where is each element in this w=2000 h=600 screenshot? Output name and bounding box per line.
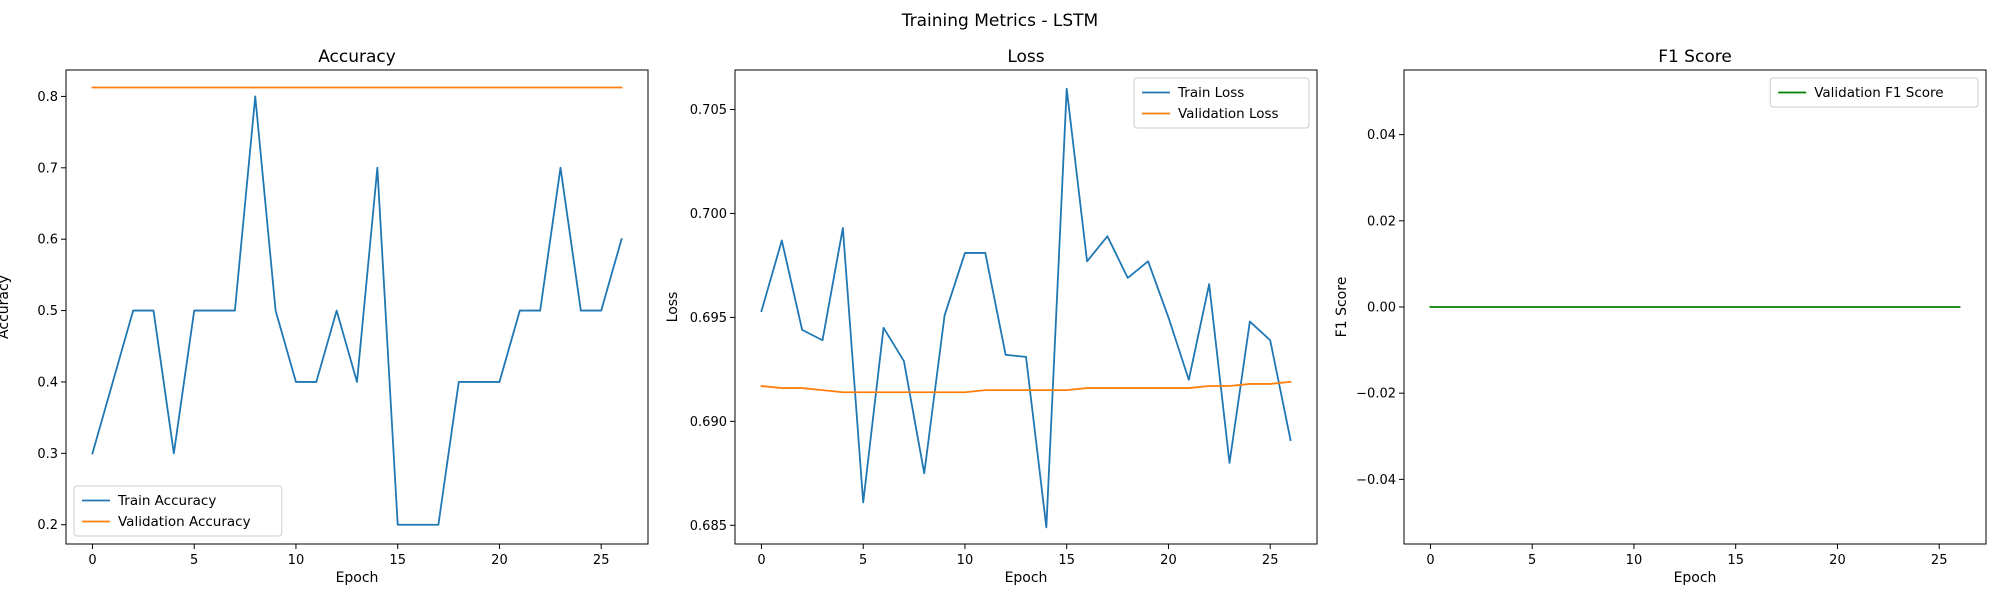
y-tick-label: 0.02: [1367, 214, 1396, 229]
series-line-train-loss: [760, 87, 1292, 529]
legend: Validation F1 Score: [1769, 77, 1979, 108]
legend-box: [1769, 77, 1979, 108]
x-axis-label: Epoch: [1674, 570, 1717, 586]
legend-label: Train Accuracy: [117, 493, 216, 509]
y-tick-label: 0.3: [37, 447, 58, 462]
y-tick-label: 0.2: [37, 518, 58, 533]
x-tick-label: 20: [491, 553, 508, 568]
series-line-train-accuracy: [91, 95, 623, 526]
y-tick-label: 0.695: [690, 311, 727, 326]
x-tick-label: 15: [389, 553, 406, 568]
x-tick-label: 0: [88, 553, 96, 568]
legend-label: Validation F1 Score: [1814, 85, 1943, 101]
chart-title: Loss: [1007, 47, 1044, 67]
legend-label: Validation Accuracy: [118, 514, 251, 530]
legend-box: [1133, 77, 1310, 129]
x-axis-label: Epoch: [336, 570, 379, 586]
x-tick-label: 5: [1528, 553, 1536, 568]
y-axis-label: F1 Score: [1334, 277, 1350, 338]
x-tick-label: 10: [1626, 553, 1643, 568]
x-tick-label: 5: [859, 553, 867, 568]
plot-area: [66, 70, 648, 544]
x-tick-label: 20: [1160, 553, 1177, 568]
series-line-validation-loss: [760, 380, 1292, 394]
y-axis-label: Loss: [665, 292, 681, 323]
plot-frame: [1403, 69, 1987, 545]
x-axis-label: Epoch: [1005, 570, 1048, 586]
x-tick-label: 25: [1931, 553, 1948, 568]
figure-suptitle: Training Metrics - LSTM: [901, 11, 1098, 31]
y-tick-label: 0.8: [37, 90, 58, 105]
y-tick-label: 0.04: [1367, 128, 1396, 143]
y-tick-label: 0.700: [690, 207, 727, 222]
y-tick-label: −0.04: [1356, 473, 1396, 488]
y-tick-label: 0.690: [690, 415, 727, 430]
legend-label: Train Loss: [1177, 85, 1244, 101]
x-tick-label: 10: [288, 553, 305, 568]
legend-box: [73, 485, 283, 537]
plot-frame: [734, 69, 1318, 545]
y-tick-label: 0.705: [690, 103, 727, 118]
y-tick-label: 0.00: [1367, 301, 1396, 316]
chart-loss: Loss 0 5 10 15 20 25 0.685 0.690 0.695 0.700 0.705 E…: [665, 47, 1318, 586]
y-axis-label: Accuracy: [0, 275, 12, 339]
x-tick-label: 5: [190, 553, 198, 568]
chart-title: F1 Score: [1658, 47, 1732, 67]
legend-label: Validation Loss: [1178, 106, 1279, 122]
x-tick-label: 20: [1829, 553, 1846, 568]
chart-f1-score: F1 Score 0 5 10 15 20 25 −0.04 −0.02 0.00 0.02 0.04…: [1334, 47, 1987, 586]
plot-frame: [65, 69, 649, 545]
x-tick-label: 15: [1727, 553, 1744, 568]
x-tick-label: 10: [957, 553, 974, 568]
x-tick-label: 0: [1426, 553, 1434, 568]
y-tick-label: 0.4: [37, 375, 58, 390]
x-tick-label: 25: [593, 553, 610, 568]
x-tick-label: 15: [1058, 553, 1075, 568]
y-tick-label: 0.6: [37, 233, 58, 248]
x-tick-label: 0: [757, 553, 765, 568]
y-tick-label: 0.685: [690, 519, 727, 534]
chart-title: Accuracy: [318, 47, 396, 67]
y-tick-label: −0.02: [1356, 387, 1396, 402]
plot-area: [735, 70, 1317, 544]
x-tick-label: 25: [1262, 553, 1279, 568]
y-tick-label: 0.7: [37, 161, 58, 176]
chart-accuracy: Accuracy 0 5 10 15 20 25 0.2 0.3 0.4 0.5 0.6 0.7 0.8 E…: [0, 47, 649, 586]
legend: Train Accuracy Validation Accuracy: [73, 485, 283, 537]
y-tick-label: 0.5: [37, 304, 58, 319]
legend: Train Loss Validation Loss: [1133, 77, 1310, 129]
